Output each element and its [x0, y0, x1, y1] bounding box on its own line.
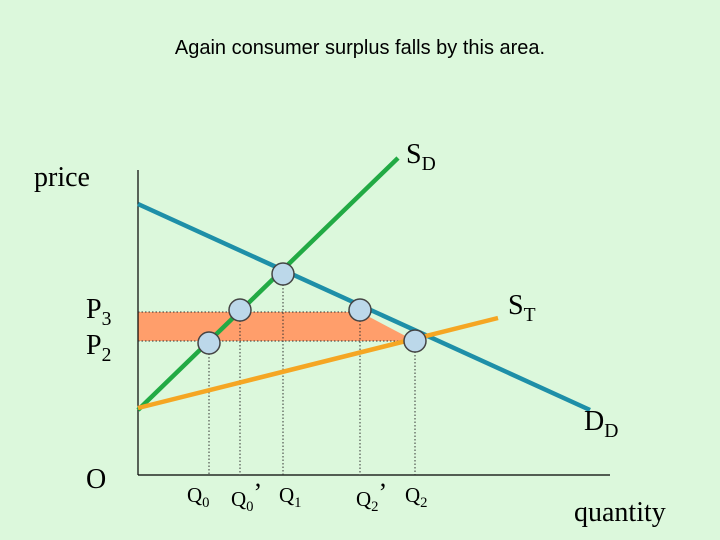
- point-q0-prime-p3: [228, 298, 252, 322]
- point-q2-p2: [403, 329, 427, 353]
- q0-prime-label: Q0’: [231, 478, 263, 516]
- p2-label: P2: [86, 330, 112, 366]
- point-q2-prime-p3: [348, 298, 372, 322]
- q2-prime-label: Q2’: [356, 478, 388, 516]
- diagram-title: Again consumer surplus falls by this are…: [174, 37, 546, 59]
- consumer-surplus-loss-area: [138, 312, 415, 341]
- q1-label: Q1: [279, 483, 302, 512]
- y-axis-label: price: [34, 162, 90, 193]
- point-q0-p2: [197, 331, 221, 355]
- q2-label: Q2: [405, 483, 428, 512]
- q0-label: Q0: [187, 483, 210, 512]
- supply-curve-sd: [136, 156, 400, 412]
- point-q1-equilibrium: [271, 262, 295, 286]
- supply-curve-st: [137, 315, 499, 411]
- x-axis-label: quantity: [574, 497, 666, 528]
- p3-label: P3: [86, 294, 112, 330]
- sd-label: SD: [406, 139, 436, 175]
- origin-label: O: [86, 464, 107, 495]
- st-label: ST: [508, 290, 536, 326]
- dd-label: DD: [584, 406, 619, 442]
